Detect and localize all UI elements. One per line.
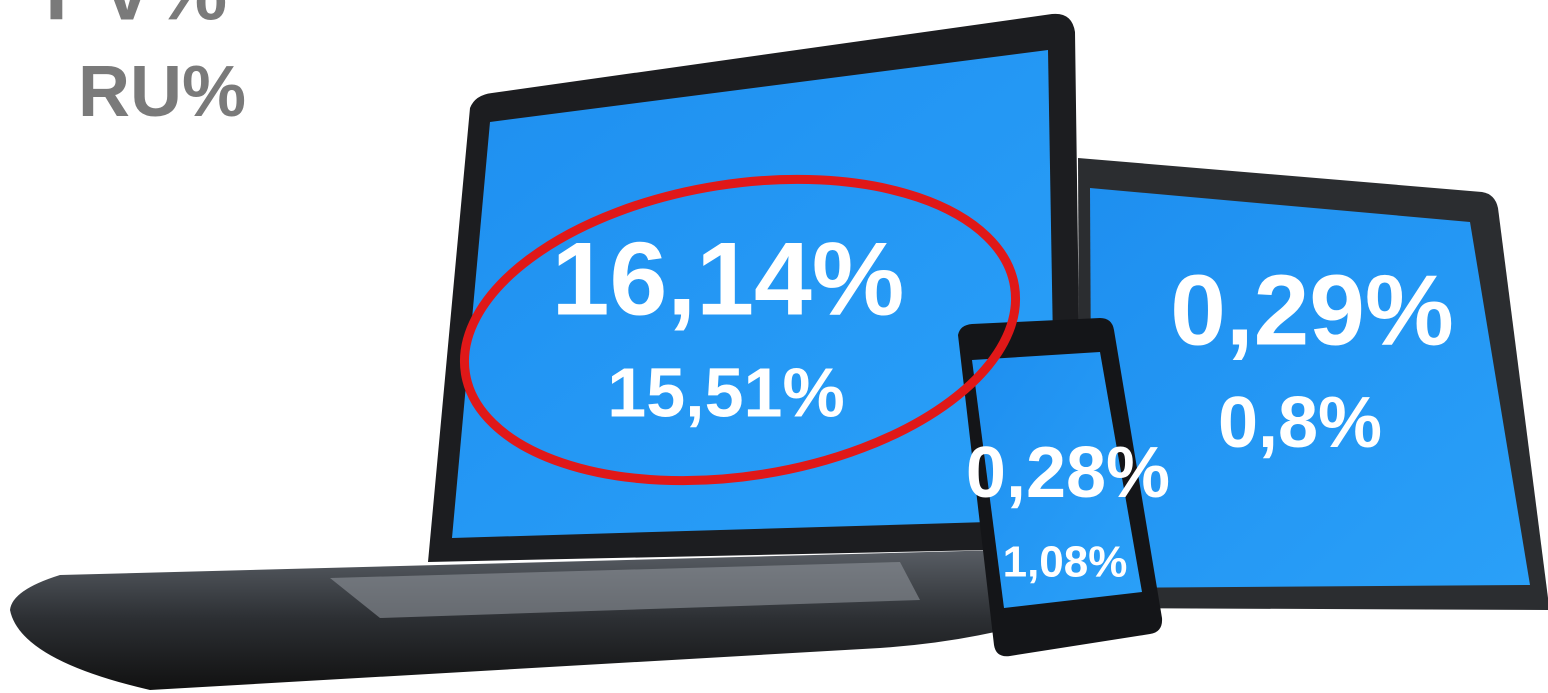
laptop-secondary: 15,51% [607, 353, 844, 431]
keyboard [330, 562, 920, 618]
highlight-circle [459, 174, 1021, 486]
tablet-screen [1090, 188, 1530, 588]
laptop-base [10, 548, 1100, 690]
laptop-primary: 16,14% [552, 221, 905, 337]
phone [958, 318, 1163, 657]
phone-primary: 0,28% [966, 433, 1170, 513]
header-line: RU% [78, 52, 246, 132]
laptop [10, 13, 1100, 690]
laptop-screen [452, 50, 1056, 538]
tablet [1078, 158, 1548, 610]
tablet-secondary: 0,8% [1218, 383, 1382, 463]
phone-secondary: 1,08% [1003, 538, 1128, 587]
phone-screen [972, 352, 1142, 608]
tablet-primary: 0,29% [1170, 254, 1454, 366]
header-line: PV% [45, 0, 227, 38]
